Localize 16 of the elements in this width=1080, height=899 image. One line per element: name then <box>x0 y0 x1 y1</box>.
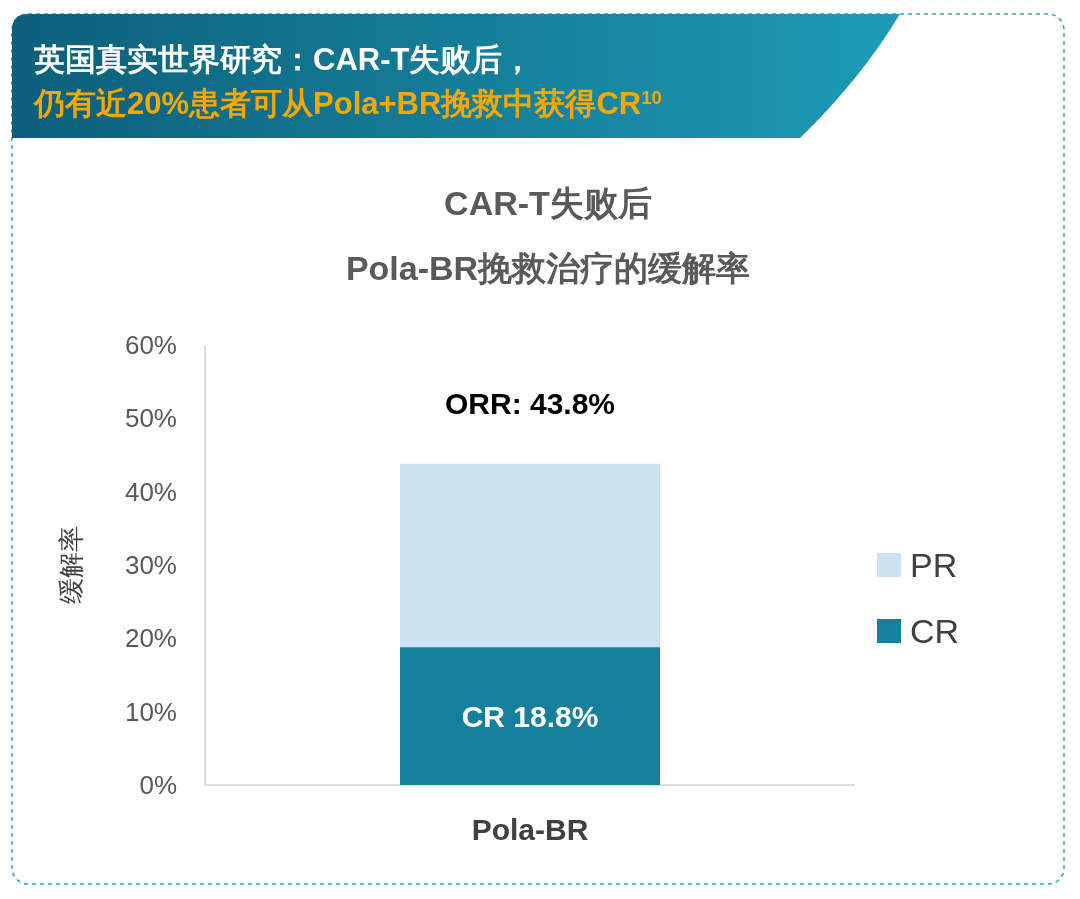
text: 仍有近20%患者可从Pola+BR挽救中获得CR$^{10}$ <box>32 86 662 121</box>
legend-label: CR <box>910 612 960 650</box>
y-axis-title: 缓解率 <box>56 526 86 604</box>
text: 英国真实世界研究：CAR-T失败后， <box>33 42 534 77</box>
y-tick-label: 40% <box>124 476 177 507</box>
data-label: CR 18.8% <box>461 700 599 734</box>
y-tick-label: 20% <box>124 623 177 654</box>
y-tick-label: 0% <box>139 770 177 800</box>
chart-title: CAR-T失败后 Pola-BR挽救治疗的缓解率 <box>345 184 751 287</box>
y-tick-label: 50% <box>124 403 177 434</box>
x-tick-label: Pola-BR <box>471 813 589 846</box>
total-label: ORR: 43.8% <box>444 386 616 420</box>
legend-label: PR <box>910 546 958 584</box>
y-tick-label: 60% <box>124 330 177 360</box>
y-tick-label: 30% <box>124 550 177 580</box>
y-tick-label: 10% <box>124 696 177 727</box>
